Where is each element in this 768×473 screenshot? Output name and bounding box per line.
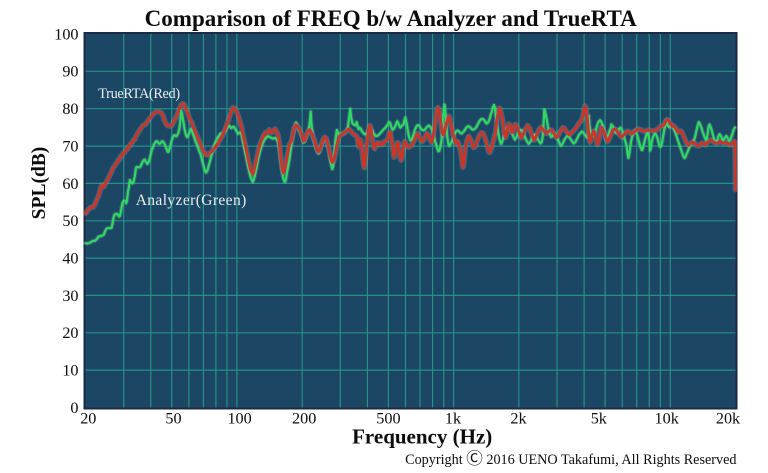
svg-text:80: 80 — [62, 100, 78, 118]
svg-text:40: 40 — [62, 250, 78, 268]
svg-text:100: 100 — [54, 25, 78, 43]
svg-text:70: 70 — [62, 138, 78, 156]
svg-text:50: 50 — [165, 410, 181, 428]
svg-text:10k: 10k — [655, 410, 680, 428]
svg-text:Comparison of FREQ b/w Analyze: Comparison of FREQ b/w Analyzer and True… — [145, 6, 637, 31]
svg-text:90: 90 — [62, 63, 78, 81]
svg-text:50: 50 — [62, 212, 78, 230]
svg-text:SPL(dB): SPL(dB) — [29, 147, 50, 220]
svg-text:Analyzer(Green): Analyzer(Green) — [136, 192, 247, 209]
svg-text:Copyright Ⓒ 2016 UENO Takafumi: Copyright Ⓒ 2016 UENO Takafumi, All Righ… — [405, 449, 736, 468]
svg-text:1k: 1k — [445, 410, 462, 428]
svg-text:Frequency (Hz): Frequency (Hz) — [352, 425, 492, 449]
svg-text:30: 30 — [62, 287, 78, 305]
svg-text:10: 10 — [62, 362, 78, 380]
svg-text:200: 200 — [292, 410, 316, 428]
svg-text:0: 0 — [70, 399, 78, 417]
svg-text:TrueRTA(Red): TrueRTA(Red) — [98, 86, 180, 102]
svg-text:100: 100 — [227, 410, 251, 428]
svg-text:2k: 2k — [510, 410, 527, 428]
svg-text:60: 60 — [62, 175, 78, 193]
svg-text:500: 500 — [376, 410, 400, 428]
svg-text:20k: 20k — [716, 410, 741, 428]
svg-text:20: 20 — [62, 324, 78, 342]
svg-text:20: 20 — [80, 410, 96, 428]
svg-text:5k: 5k — [591, 410, 608, 428]
